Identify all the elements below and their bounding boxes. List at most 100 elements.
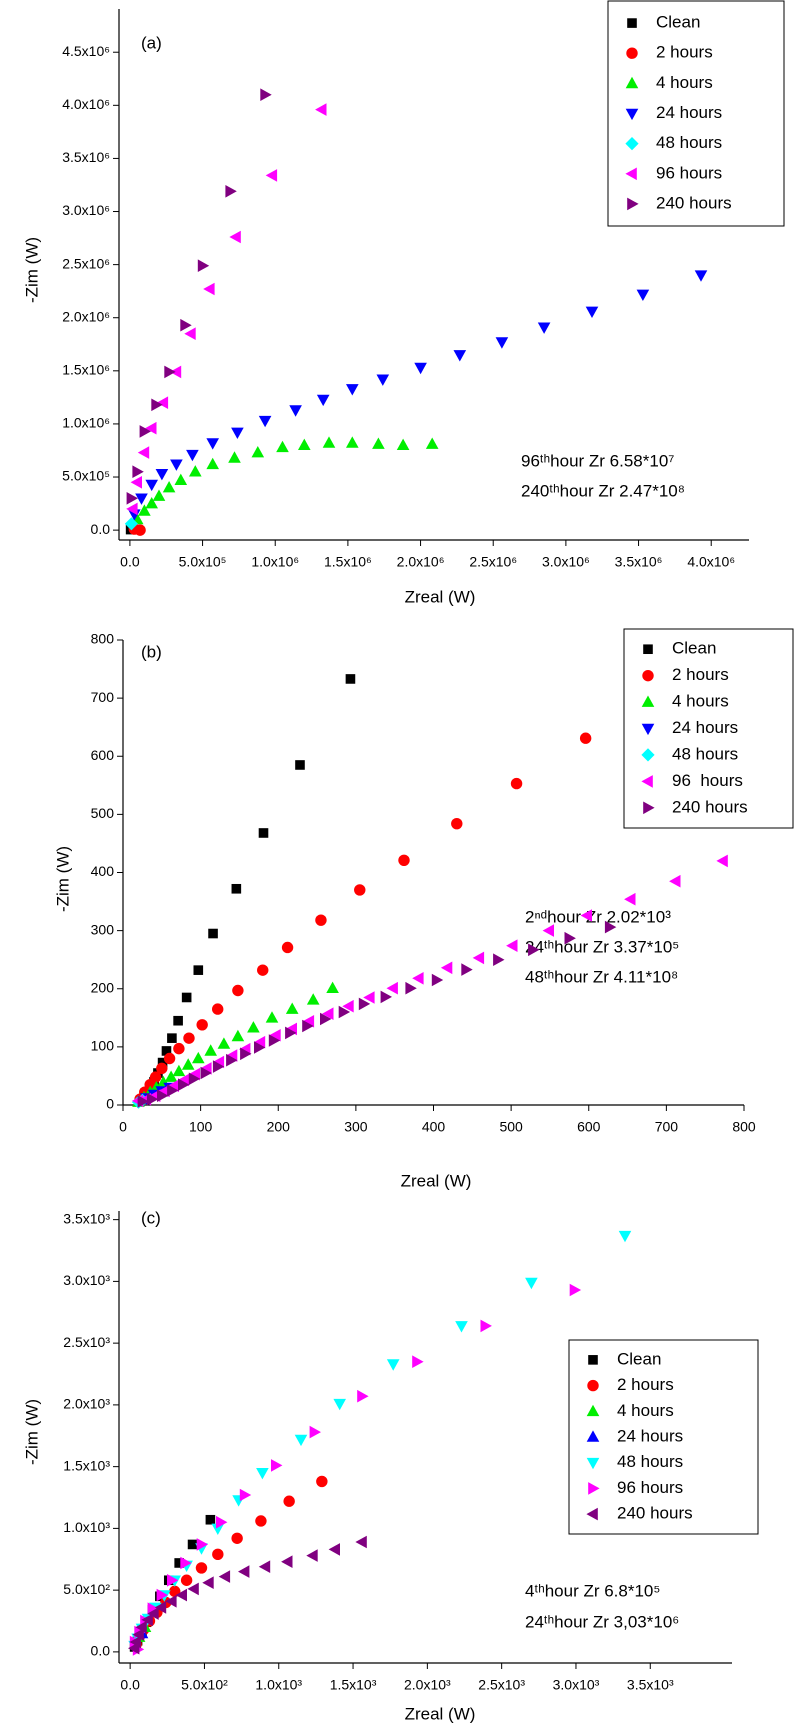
data-point xyxy=(624,892,636,906)
x-tick-label: 5.0x10² xyxy=(181,1677,228,1693)
data-point xyxy=(618,1230,632,1243)
panel-label: (a) xyxy=(141,33,162,52)
x-axis-title: Zreal (W) xyxy=(401,1171,472,1190)
data-point xyxy=(265,1011,279,1023)
data-point xyxy=(195,1562,208,1574)
x-tick-label: 3.0x10³ xyxy=(553,1677,600,1693)
data-point xyxy=(453,350,467,362)
data-point xyxy=(139,425,151,438)
x-tick-label: 1.0x10³ xyxy=(255,1677,302,1693)
data-point xyxy=(186,449,199,462)
x-tick-label: 2.5x10⁶ xyxy=(469,554,517,570)
data-point xyxy=(376,374,390,386)
data-point xyxy=(386,981,398,995)
legend-marker xyxy=(586,1430,600,1442)
data-point xyxy=(276,440,289,453)
data-point xyxy=(405,981,417,995)
data-point xyxy=(495,337,509,349)
data-point xyxy=(157,1089,169,1102)
x-tick-label: 800 xyxy=(732,1119,756,1135)
data-point xyxy=(396,438,410,450)
data-point xyxy=(145,497,158,509)
data-point xyxy=(180,1574,193,1586)
data-point xyxy=(295,760,305,770)
legend-marker xyxy=(641,775,653,788)
data-point xyxy=(228,451,241,463)
data-point xyxy=(204,1044,217,1056)
data-point xyxy=(231,427,244,439)
legend-marker xyxy=(627,18,637,28)
data-point xyxy=(174,1558,184,1568)
data-point xyxy=(135,1620,147,1634)
data-point xyxy=(636,289,650,301)
data-point xyxy=(716,854,728,868)
data-point xyxy=(345,674,356,684)
y-tick-label: 700 xyxy=(91,689,115,705)
y-tick-label: 600 xyxy=(91,747,115,763)
data-point xyxy=(414,362,427,375)
data-point xyxy=(268,1034,281,1047)
legend-label: 4 hours xyxy=(672,692,729,711)
data-point xyxy=(192,1051,205,1064)
data-point xyxy=(154,1601,167,1614)
data-point xyxy=(147,1602,159,1615)
data-point xyxy=(398,854,410,866)
y-tick-label: 0 xyxy=(106,1096,114,1112)
legend-label: 2 hours xyxy=(656,43,713,62)
data-point xyxy=(357,1389,369,1403)
x-tick-label: 700 xyxy=(655,1119,679,1135)
legend-label: 48 hours xyxy=(617,1452,683,1471)
legend-label: 96 hours xyxy=(617,1478,683,1497)
data-point xyxy=(480,1319,492,1333)
data-point xyxy=(346,384,359,396)
data-point xyxy=(138,504,151,516)
data-point xyxy=(164,365,176,379)
x-axis-title: Zreal (W) xyxy=(405,1704,476,1723)
legend-marker xyxy=(627,197,639,211)
data-point xyxy=(302,1019,314,1033)
legend-label: Clean xyxy=(617,1349,661,1368)
data-point xyxy=(231,883,242,894)
legend-label: 48 hours xyxy=(672,744,738,763)
y-tick-label: 400 xyxy=(91,863,115,879)
data-point xyxy=(126,502,138,516)
data-point xyxy=(188,1072,201,1086)
y-tick-label: 1.5x10⁶ xyxy=(62,362,110,378)
data-point xyxy=(126,492,138,505)
data-point xyxy=(187,1582,199,1596)
data-point xyxy=(163,1052,176,1065)
legend-marker xyxy=(625,167,637,181)
data-point xyxy=(289,405,302,417)
legend-marker xyxy=(641,723,655,736)
x-tick-label: 600 xyxy=(577,1119,601,1135)
y-tick-label: 0.0 xyxy=(91,521,111,537)
data-point xyxy=(173,1042,185,1055)
data-point xyxy=(580,909,592,922)
data-point xyxy=(132,1628,144,1641)
data-point xyxy=(585,306,599,318)
x-tick-label: 0 xyxy=(119,1119,127,1135)
y-tick-label: 4.0x10⁶ xyxy=(62,96,110,112)
y-tick-label: 2.0x10³ xyxy=(63,1396,110,1412)
y-tick-label: 3.5x10⁶ xyxy=(62,149,110,165)
data-point xyxy=(225,185,237,198)
data-point xyxy=(147,1607,159,1620)
data-point xyxy=(309,1425,321,1439)
data-point xyxy=(200,1066,212,1080)
legend-label: 24 hours xyxy=(672,718,738,737)
y-tick-label: 100 xyxy=(91,1038,115,1054)
data-point xyxy=(156,396,169,409)
x-tick-label: 3.5x10⁶ xyxy=(615,554,663,570)
panel-label: (c) xyxy=(141,1208,161,1227)
data-point xyxy=(181,1058,195,1070)
data-point xyxy=(528,943,540,957)
data-point xyxy=(525,1277,538,1290)
data-point xyxy=(569,1283,582,1297)
data-point xyxy=(281,1555,293,1568)
y-tick-label: 2.5x10³ xyxy=(63,1334,110,1350)
x-tick-label: 0.0 xyxy=(120,1677,140,1693)
y-tick-label: 2.0x10⁶ xyxy=(62,308,110,324)
x-tick-label: 2.0x10³ xyxy=(404,1677,451,1693)
x-tick-label: 1.5x10⁶ xyxy=(324,554,372,570)
